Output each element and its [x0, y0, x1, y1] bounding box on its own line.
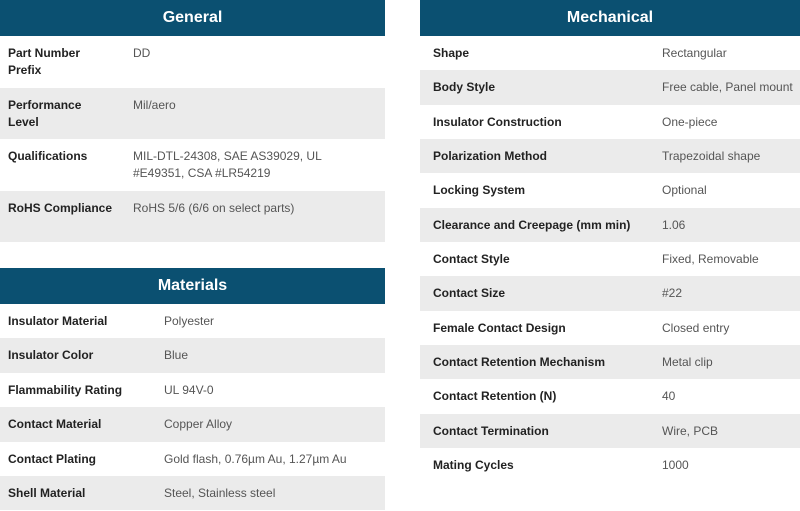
- spec-row: Clearance and Creepage (mm min) 1.06: [420, 207, 800, 242]
- spec-row: Insulator Color Blue: [0, 338, 385, 373]
- spec-value: Steel, Stainless steel: [164, 485, 276, 500]
- spec-row: Insulator Material Polyester: [0, 304, 385, 338]
- spec-label: Body Style: [433, 80, 496, 95]
- spec-label: Locking System: [433, 183, 526, 198]
- spec-value: Polyester: [164, 314, 215, 328]
- spec-label: Performance Level: [8, 97, 82, 129]
- spec-row: Contact Size #22: [420, 276, 800, 311]
- spec-label: Shell Material: [8, 485, 86, 500]
- spec-label: Mating Cycles: [433, 457, 514, 472]
- spec-row: Contact Plating Gold flash, 0.76µm Au, 1.…: [0, 442, 385, 476]
- spec-row: Contact Retention Mechanism Metal clip: [420, 344, 800, 380]
- spec-value: Optional: [662, 183, 707, 198]
- spec-label: Polarization Method: [433, 148, 547, 163]
- spec-label: RoHS Compliance: [8, 200, 113, 215]
- spec-value: Metal clip: [662, 354, 713, 369]
- spec-value: Closed entry: [662, 320, 730, 335]
- spec-value: One-piece: [662, 114, 718, 129]
- spec-value: RoHS 5/6 (6/6 on select parts): [133, 200, 295, 215]
- spec-row: Shell Material Steel, Stainless steel: [0, 475, 385, 511]
- spec-label: Contact Termination: [433, 423, 549, 438]
- spec-row: Mating Cycles 1000: [420, 448, 800, 482]
- spec-row: Qualifications MIL-DTL-24308, SAE AS39029…: [0, 139, 385, 191]
- spec-table: General Part Number Prefix DD Performance L…: [0, 0, 385, 242]
- spec-label: Clearance and Creepage (mm min): [433, 217, 631, 232]
- spec-value: Free cable, Panel mount: [662, 80, 793, 95]
- spec-row: Shape Rectangular: [420, 36, 800, 70]
- spec-table: Mechanical Shape Rectangular Body Style Free…: [420, 0, 800, 482]
- spec-label: Part Number Prefix: [8, 46, 81, 77]
- spec-value: 1000: [662, 457, 689, 472]
- spec-label: Contact Size: [433, 286, 506, 301]
- spec-label: Shape: [433, 46, 470, 60]
- spec-row: Polarization Method Trapezoidal shape: [420, 138, 800, 174]
- spec-value: UL 94V-0: [164, 382, 214, 397]
- spec-value: Gold flash, 0.76µm Au, 1.27µm Au: [164, 451, 347, 466]
- spec-table: Materials Insulator Material Polyester Insu…: [0, 268, 385, 511]
- spec-row: Contact Retention (N) 40: [420, 379, 800, 413]
- spec-row: RoHS Compliance RoHS 5/6 (6/6 on select p…: [0, 190, 385, 242]
- spec-value: 40: [662, 389, 676, 404]
- spec-row: Insulator Construction One-piece: [420, 105, 800, 139]
- spec-value: Mil/aero: [133, 97, 176, 112]
- spec-value: Fixed, Removable: [662, 251, 759, 266]
- spec-row: Part Number Prefix DD: [0, 36, 385, 88]
- spec-label: Contact Plating: [8, 451, 97, 466]
- spec-value: Blue: [164, 348, 189, 363]
- spec-value: Wire, PCB: [662, 423, 719, 438]
- spec-value: Copper Alloy: [164, 417, 233, 432]
- spec-label: Insulator Construction: [433, 114, 562, 129]
- spec-value: Trapezoidal shape: [662, 148, 761, 163]
- spec-row: Performance Level Mil/aero: [0, 87, 385, 139]
- spec-value: MIL-DTL-24308, SAE AS39029, UL #E49351, …: [133, 149, 322, 180]
- spec-label: Contact Material: [8, 417, 102, 432]
- spec-row: Contact Style Fixed, Removable: [420, 242, 800, 276]
- spec-label: Contact Retention (N): [433, 389, 557, 404]
- spec-label: Insulator Color: [8, 348, 94, 363]
- spec-row: Locking System Optional: [420, 173, 800, 207]
- spec-label: Qualifications: [8, 149, 88, 163]
- spec-value: 1.06: [662, 217, 686, 232]
- spec-row: Flammability Rating UL 94V-0: [0, 373, 385, 407]
- spec-value: Rectangular: [662, 46, 727, 60]
- spec-value: DD: [133, 46, 151, 60]
- spec-row: Female Contact Design Closed entry: [420, 311, 800, 345]
- section-header: Materials: [0, 268, 385, 304]
- spec-row: Body Style Free cable, Panel mount: [420, 70, 800, 105]
- section-header: General: [0, 0, 385, 36]
- spec-label: Flammability Rating: [8, 382, 123, 397]
- spec-label: Contact Style: [433, 251, 510, 266]
- spec-row: Contact Termination Wire, PCB: [420, 413, 800, 448]
- spec-label: Contact Retention Mechanism: [433, 354, 606, 369]
- spec-label: Insulator Material: [8, 314, 108, 328]
- section-header: Mechanical: [420, 0, 800, 36]
- spec-row: Contact Material Copper Alloy: [0, 407, 385, 442]
- spec-label: Female Contact Design: [433, 320, 566, 335]
- spec-value: #22: [662, 286, 683, 301]
